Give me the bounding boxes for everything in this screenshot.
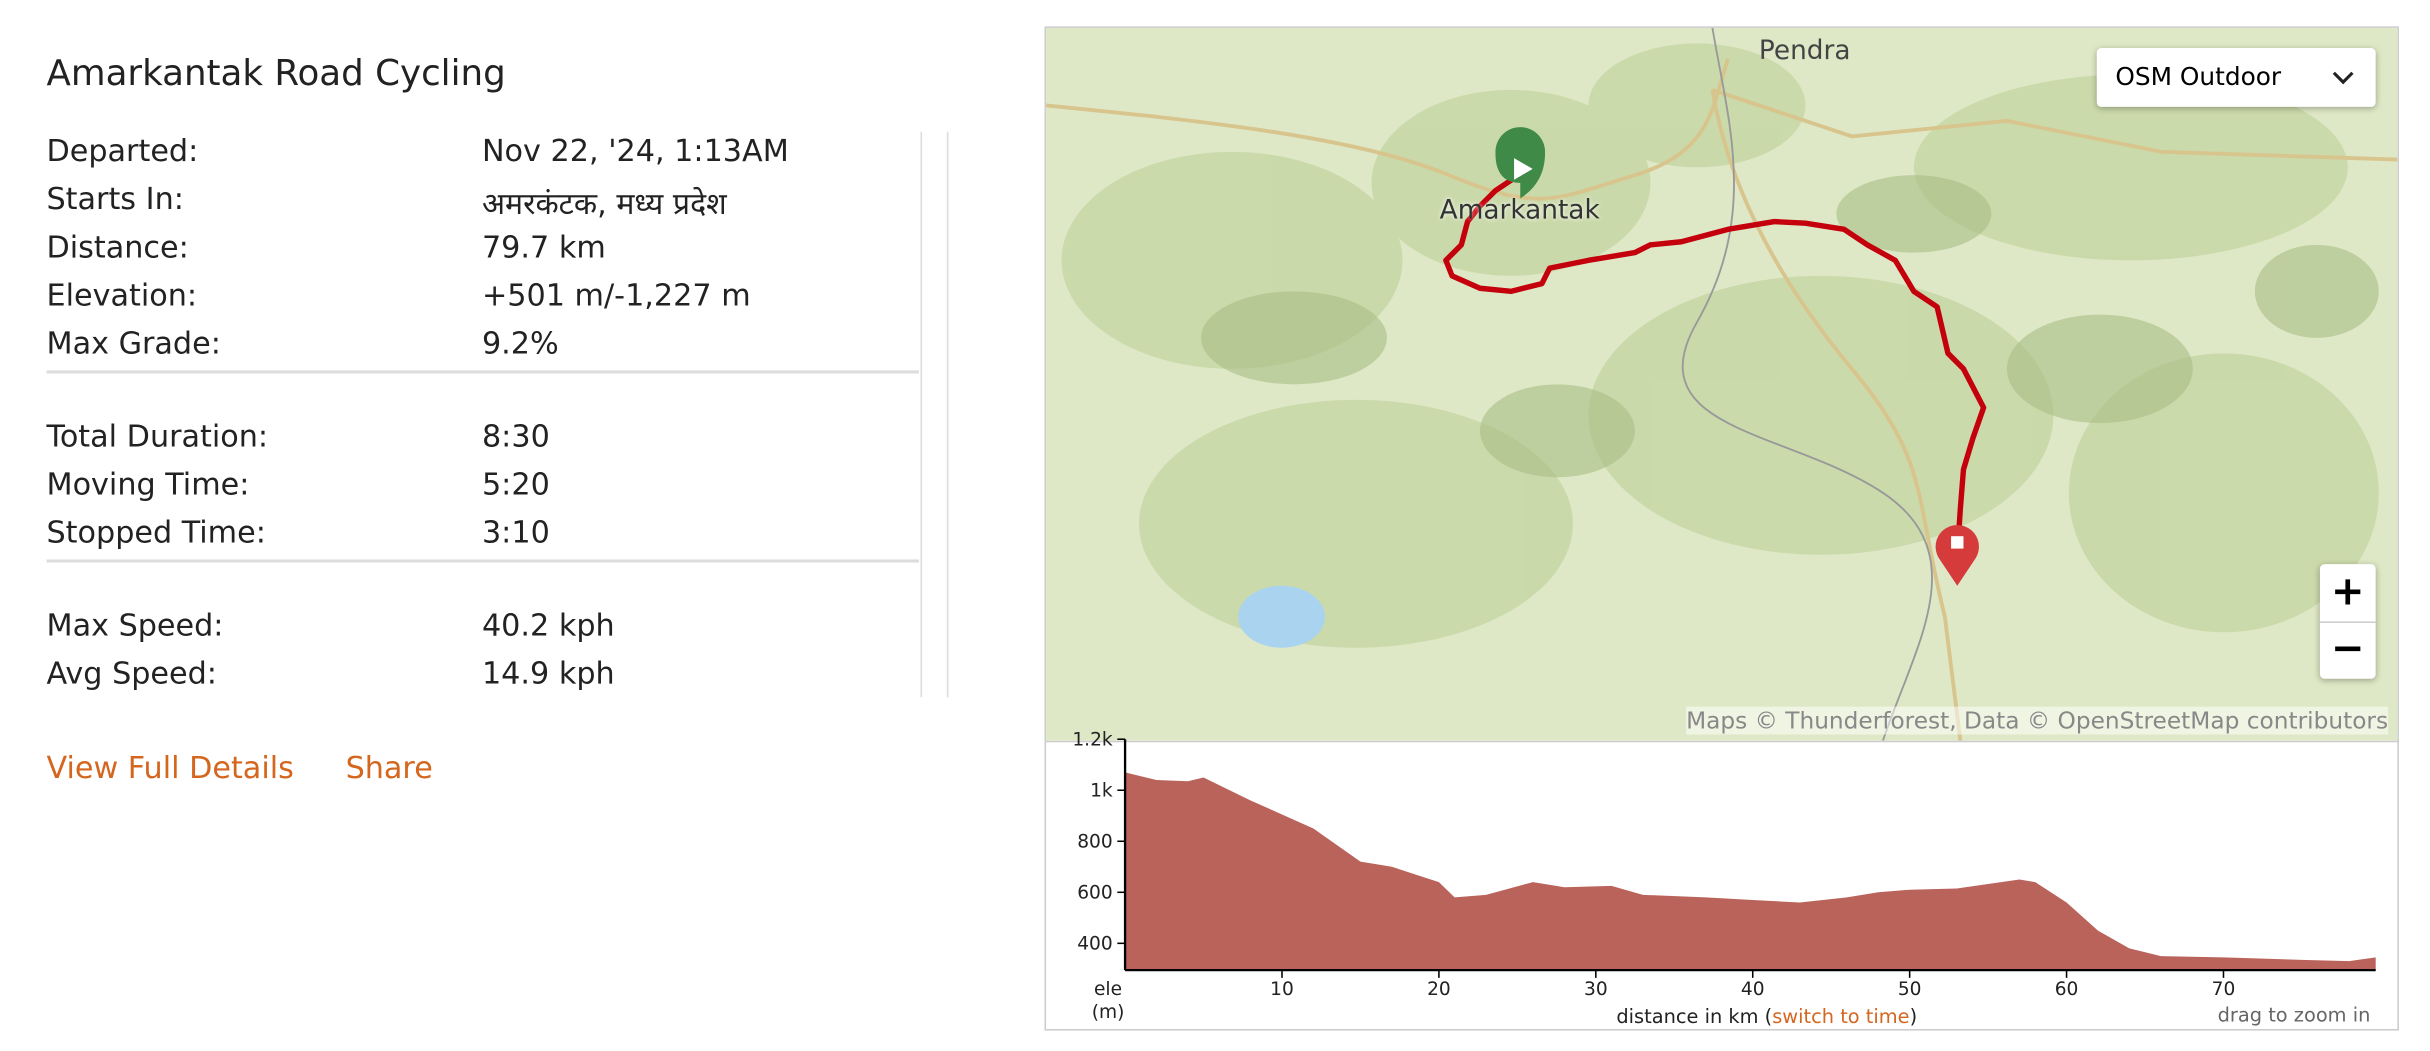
stat-label: Departed: [46, 133, 199, 169]
stat-value: अमरकंटक, मध्य प्रदेश [481, 185, 727, 222]
y-tick-label: 600 [1077, 882, 1112, 903]
zoom-control: + − [2319, 564, 2376, 679]
scrollbar [920, 131, 949, 698]
y-tick-label: 800 [1077, 831, 1112, 852]
stat-label: Starts In: [46, 181, 184, 217]
stat-label: Max Grade: [46, 325, 221, 362]
activity-title: Amarkantak Road Cycling [46, 54, 506, 95]
stat-value: 9.2% [481, 325, 559, 362]
stat-value: 8:30 [481, 418, 550, 455]
stat-value: 40.2 kph [481, 607, 615, 644]
place-label: Pendra [1758, 35, 1851, 67]
map-tiles [1046, 27, 2398, 741]
stat-value: 79.7 km [481, 229, 606, 265]
switch-to-time[interactable]: switch to time [1772, 1004, 1910, 1028]
x-tick-label: 20 [1427, 979, 1451, 1000]
x-tick-label: 30 [1584, 979, 1608, 1000]
stat-label: Elevation: [46, 277, 198, 314]
stat-label: Total Duration: [46, 418, 269, 455]
zoom-in[interactable]: + [2319, 564, 2376, 623]
place-label: Amarkantak [1439, 195, 1600, 227]
layer-name: OSM Outdoor [2115, 61, 2282, 92]
x-axis-label: distance in km (switch to time) [1616, 1004, 1917, 1027]
stat-value: 3:10 [481, 514, 550, 551]
zoom-out[interactable]: − [2330, 626, 2365, 673]
share-link[interactable]: Share [345, 750, 433, 786]
stat-value: Nov 22, '24, 1:13AM [481, 133, 789, 169]
elevation-panel [1044, 739, 2399, 1031]
stat-label: Distance: [46, 229, 189, 265]
separator [46, 370, 919, 374]
stat-value: +501 m/-1,227 m [481, 277, 751, 314]
x-tick-label: 70 [2212, 979, 2236, 1000]
x-tick-label: 60 [2055, 979, 2079, 1000]
stat-value: 5:20 [481, 466, 550, 503]
separator [46, 559, 919, 563]
y-tick-label: 1.2k [1072, 729, 1113, 750]
stat-label: Max Speed: [46, 607, 224, 644]
y-tick-label: 400 [1077, 934, 1112, 955]
x-tick-label: 40 [1741, 979, 1765, 1000]
y-axis-label: ele (m) [1091, 977, 1125, 1023]
x-label-text: ) [1909, 1004, 1918, 1028]
stat-label: Avg Speed: [46, 655, 217, 692]
stat-label: Stopped Time: [46, 514, 266, 551]
dropdown-icon [2332, 71, 2354, 85]
attribution: Maps © Thunderforest, Data © OpenStreetM… [1686, 706, 2389, 735]
map[interactable]: Pendra Amarkantak OSM Outdoor + − Maps ©… [1044, 26, 2399, 743]
view-details-link[interactable]: View Full Details [46, 750, 294, 786]
x-tick-label: 10 [1270, 979, 1294, 1000]
stat-value: 14.9 kph [481, 655, 615, 692]
x-tick-label: 50 [1898, 979, 1922, 1000]
stat-label: Moving Time: [46, 466, 250, 503]
layer-select[interactable]: OSM Outdoor [2096, 48, 2376, 107]
x-label-text: distance in km ( [1616, 1004, 1773, 1028]
elevation-area [1125, 772, 2376, 971]
y-tick-label: 1k [1090, 780, 1113, 801]
zoom-hint: drag to zoom in [2217, 1002, 2371, 1026]
